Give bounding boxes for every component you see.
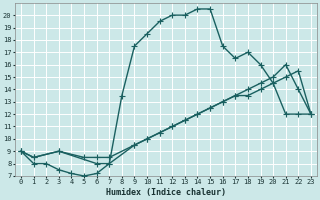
X-axis label: Humidex (Indice chaleur): Humidex (Indice chaleur)	[106, 188, 226, 197]
